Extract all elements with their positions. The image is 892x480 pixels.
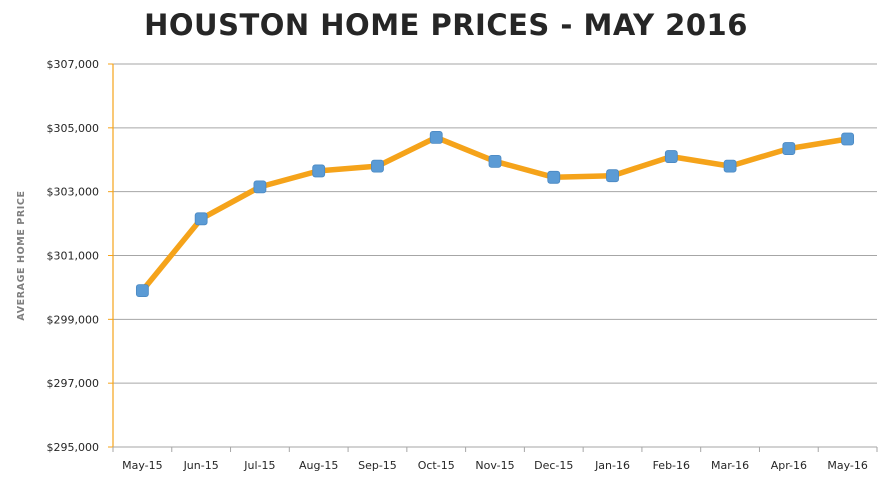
x-tick-label: Jan-16	[594, 459, 630, 472]
data-point	[782, 142, 796, 155]
data-point	[547, 170, 561, 184]
y-tick-label: $299,000	[47, 313, 100, 326]
y-tick-label: $295,000	[47, 441, 100, 454]
x-tick-label: Jul-15	[243, 459, 275, 472]
data-point-markers	[135, 131, 855, 298]
x-tick-label: May-15	[122, 459, 163, 472]
x-tick-label: Dec-15	[534, 459, 573, 472]
x-tick-label: Jun-15	[183, 459, 219, 472]
x-tick-label: Aug-15	[299, 459, 338, 472]
data-point	[723, 159, 737, 173]
y-tick-label: $305,000	[47, 122, 100, 135]
y-tick-labels: $295,000 $297,000 $299,000 $301,000 $303,000…	[47, 58, 100, 454]
y-tick-label: $297,000	[47, 377, 100, 390]
y-tick-label: $303,000	[47, 186, 100, 199]
data-point	[194, 212, 208, 226]
gridlines	[113, 63, 877, 384]
x-tick-label: Sep-15	[358, 459, 397, 472]
y-tick-label: $301,000	[47, 250, 100, 263]
x-tick-label: May-16	[827, 459, 868, 472]
y-axis-title: AVERAGE HOME PRICE	[16, 190, 27, 320]
x-tick-label: Apr-16	[771, 459, 807, 472]
data-point	[371, 159, 384, 173]
data-point	[841, 132, 855, 146]
data-point	[253, 180, 267, 194]
y-tick-label: $307,000	[47, 58, 100, 71]
data-point	[312, 164, 326, 178]
data-point	[429, 131, 443, 144]
x-tick-labels: May-15 Jun-15 Jul-15 Aug-15 Sep-15 Oct-15 Nov-…	[122, 459, 868, 472]
x-tick-label: Mar-16	[711, 459, 749, 472]
x-tick-label: Feb-16	[653, 459, 690, 472]
chart-title: HOUSTON HOME PRICES - MAY 2016	[144, 8, 748, 42]
x-tick-label: Nov-15	[475, 459, 514, 472]
data-point	[488, 154, 502, 168]
axes	[108, 63, 878, 452]
data-point	[606, 169, 619, 183]
data-point	[664, 150, 678, 163]
data-point	[135, 284, 149, 298]
x-tick-label: Oct-15	[418, 459, 455, 472]
